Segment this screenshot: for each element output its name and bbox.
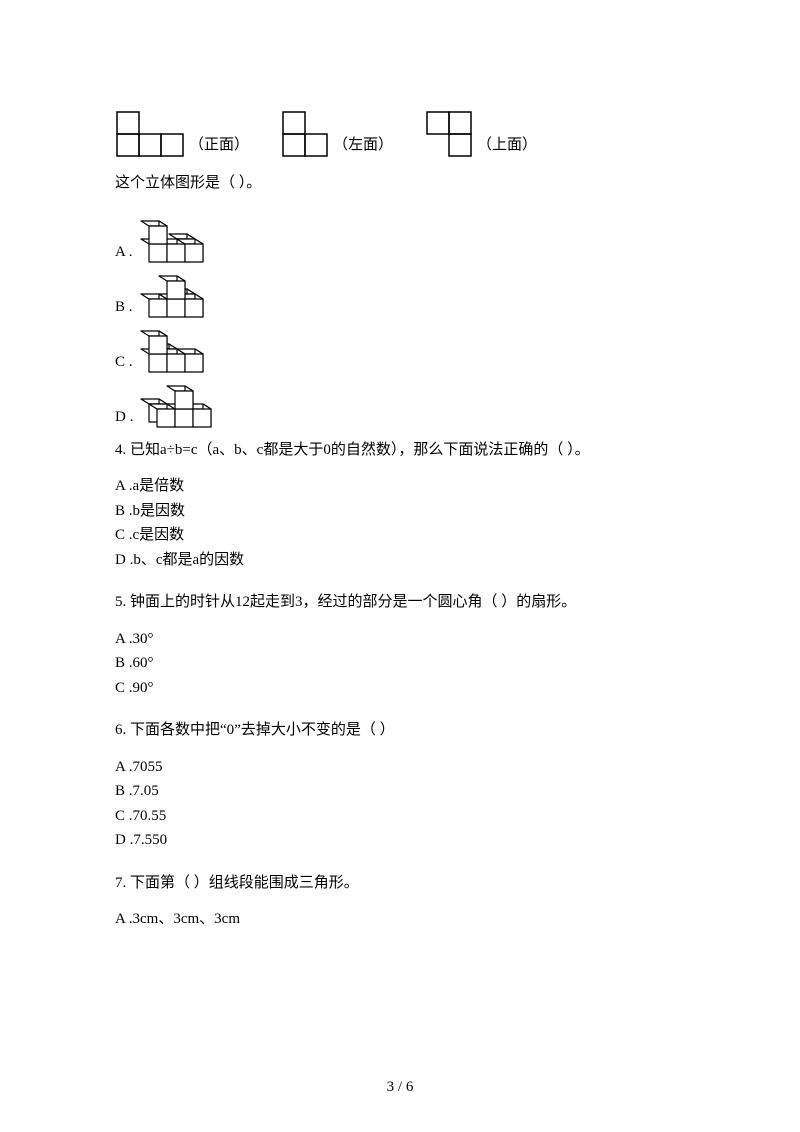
q3-option-c-label: C . bbox=[115, 351, 133, 374]
q6-stem: 6. 下面各数中把“0”去掉大小不变的是（ ） bbox=[115, 719, 700, 742]
q7-option-a: A .3cm、3cm、3cm bbox=[115, 908, 700, 931]
q3-stem: 这个立体图形是（ ）。 bbox=[115, 172, 700, 195]
q7-stem: 7. 下面第（ ）组线段能围成三角形。 bbox=[115, 872, 700, 895]
q3-option-d: D . bbox=[115, 384, 700, 429]
q3-option-d-label: D . bbox=[115, 406, 133, 429]
q4-option-d: D .b、c都是a的因数 bbox=[115, 549, 700, 572]
q6-option-c: C .70.55 bbox=[115, 805, 700, 828]
left-view-svg bbox=[281, 110, 329, 158]
top-view-label: （上面） bbox=[477, 134, 537, 159]
q3-option-c: C . bbox=[115, 329, 700, 374]
q4-option-b: B .b是因数 bbox=[115, 500, 700, 523]
q5-stem: 5. 钟面上的时针从12起走到3，经过的部分是一个圆心角（ ）的扇形。 bbox=[115, 591, 700, 614]
q4-stem: 4. 已知a÷b=c（a、b、c都是大于0的自然数），那么下面说法正确的（ ）。 bbox=[115, 439, 700, 462]
q5-option-a: A .30° bbox=[115, 628, 700, 651]
left-view-label: （左面） bbox=[333, 134, 393, 159]
view-top: （上面） bbox=[425, 110, 537, 158]
q4-option-c: C .c是因数 bbox=[115, 524, 700, 547]
q4-option-a: A .a是倍数 bbox=[115, 475, 700, 498]
q3-option-b-svg bbox=[139, 274, 205, 319]
q3-option-b: B . bbox=[115, 274, 700, 319]
q3-option-a-label: A . bbox=[115, 241, 133, 264]
q6-options: A .7055 B .7.05 C .70.55 D .7.550 bbox=[115, 756, 700, 852]
q3-option-d-svg bbox=[139, 384, 213, 429]
q7-options: A .3cm、3cm、3cm bbox=[115, 908, 700, 931]
q5-option-b: B .60° bbox=[115, 652, 700, 675]
views-row: （正面） （左面） （上面） bbox=[115, 110, 700, 158]
q5-option-c: C .90° bbox=[115, 677, 700, 700]
q3-option-a: A . bbox=[115, 219, 700, 264]
q6-option-d: D .7.550 bbox=[115, 829, 700, 852]
view-left: （左面） bbox=[281, 110, 393, 158]
q5-options: A .30° B .60° C .90° bbox=[115, 628, 700, 700]
front-view-svg bbox=[115, 110, 185, 158]
top-view-svg bbox=[425, 110, 473, 158]
q6-option-b: B .7.05 bbox=[115, 780, 700, 803]
front-view-label: （正面） bbox=[189, 134, 249, 159]
q4-options: A .a是倍数 B .b是因数 C .c是因数 D .b、c都是a的因数 bbox=[115, 475, 700, 571]
q6-option-a: A .7055 bbox=[115, 756, 700, 779]
q3-option-b-label: B . bbox=[115, 296, 133, 319]
view-front: （正面） bbox=[115, 110, 249, 158]
page-number: 3 / 6 bbox=[0, 1079, 800, 1096]
q3-option-c-svg bbox=[139, 329, 205, 374]
q3-option-a-svg bbox=[139, 219, 205, 264]
